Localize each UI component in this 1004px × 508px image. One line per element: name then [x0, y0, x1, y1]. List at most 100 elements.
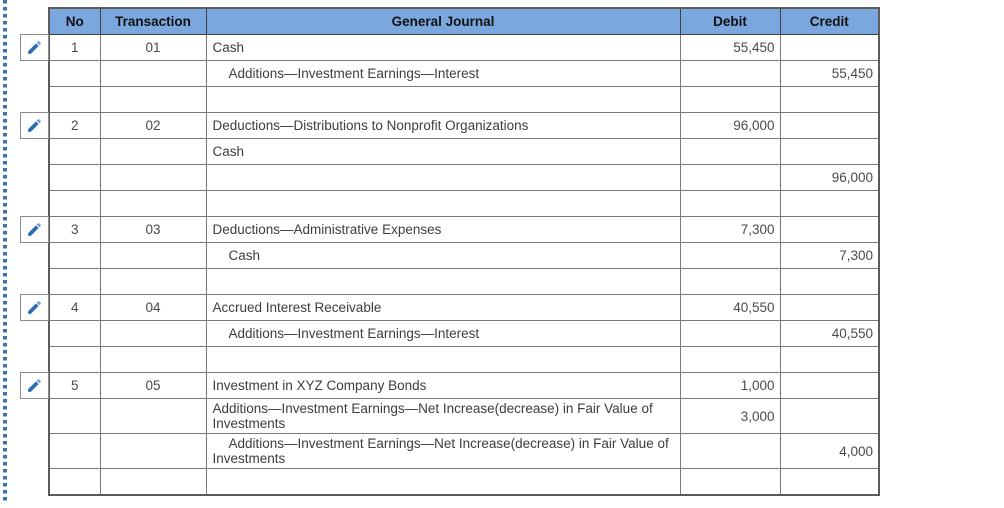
journal-table-body: 1 01 Cash 55,450 Additions—Investment Ea…: [48, 34, 880, 496]
cell-journal: [205, 164, 681, 191]
cell-credit: [779, 468, 880, 496]
cell-transaction: [99, 86, 207, 113]
cell-debit: [679, 433, 781, 469]
cell-debit: [679, 346, 781, 373]
cell-credit: 4,000: [779, 433, 880, 469]
cell-transaction: [99, 398, 207, 434]
cell-no: [48, 164, 101, 191]
cell-debit: 1,000: [679, 372, 781, 399]
table-row: Additions—Investment Earnings—Interest 4…: [48, 320, 880, 347]
table-row: Cash 7,300: [48, 242, 880, 269]
table-row: [48, 346, 880, 373]
cell-journal: Additions—Investment Earnings—Interest: [205, 320, 681, 347]
cell-debit: [679, 242, 781, 269]
cell-debit: [679, 268, 781, 295]
edit-transaction-button[interactable]: [20, 372, 49, 399]
cell-no: [48, 190, 101, 217]
cell-debit: 96,000: [679, 112, 781, 139]
column-header-transaction: Transaction: [99, 7, 207, 35]
cell-journal: Additions—Investment Earnings—Net Increa…: [205, 398, 681, 434]
cell-debit: [679, 164, 781, 191]
cell-no: 1: [48, 34, 101, 61]
cell-transaction: [99, 346, 207, 373]
column-header-no: No: [48, 7, 101, 35]
cell-credit: 7,300: [779, 242, 880, 269]
cell-credit: [779, 268, 880, 295]
cell-journal: Additions—Investment Earnings—Interest: [205, 60, 681, 87]
cell-debit: 40,550: [679, 294, 781, 321]
cell-credit: 55,450: [779, 60, 880, 87]
cell-journal: Accrued Interest Receivable: [205, 294, 681, 321]
cell-journal: [205, 268, 681, 295]
cell-debit: [679, 468, 781, 496]
pencil-icon: [28, 223, 41, 236]
cell-debit: [679, 190, 781, 217]
cell-credit: [779, 190, 880, 217]
cell-no: [48, 468, 101, 496]
cell-journal: [205, 190, 681, 217]
edit-transaction-button[interactable]: [20, 294, 49, 321]
cell-credit: [779, 372, 880, 399]
dotted-border: [3, 0, 7, 504]
cell-journal: Cash: [205, 138, 681, 165]
cell-transaction: [99, 320, 207, 347]
edit-transaction-button[interactable]: [20, 216, 49, 243]
table-row: 96,000: [48, 164, 880, 191]
cell-transaction: [99, 190, 207, 217]
cell-transaction: [99, 433, 207, 469]
cell-no: 3: [48, 216, 101, 243]
cell-no: 2: [48, 112, 101, 139]
cell-debit: 7,300: [679, 216, 781, 243]
cell-journal: Cash: [205, 242, 681, 269]
cell-transaction: 01: [99, 34, 207, 61]
cell-credit: 96,000: [779, 164, 880, 191]
cell-credit: [779, 86, 880, 113]
cell-no: [48, 242, 101, 269]
cell-no: 5: [48, 372, 101, 399]
cell-credit: 40,550: [779, 320, 880, 347]
cell-no: [48, 138, 101, 165]
column-header-credit: Credit: [779, 7, 880, 35]
cell-no: [48, 398, 101, 434]
column-header-general-journal: General Journal: [205, 7, 681, 35]
table-row: 5 05 Investment in XYZ Company Bonds 1,0…: [48, 372, 880, 399]
table-row: Cash: [48, 138, 880, 165]
cell-transaction: 04: [99, 294, 207, 321]
cell-no: [48, 346, 101, 373]
cell-journal: Deductions—Administrative Expenses: [205, 216, 681, 243]
cell-credit: [779, 34, 880, 61]
cell-credit: [779, 346, 880, 373]
cell-journal: [205, 468, 681, 496]
pencil-icon: [28, 41, 41, 54]
table-row: 2 02 Deductions—Distributions to Nonprof…: [48, 112, 880, 139]
edit-transaction-button[interactable]: [20, 112, 49, 139]
cell-no: [48, 60, 101, 87]
cell-debit: 55,450: [679, 34, 781, 61]
cell-no: [48, 86, 101, 113]
cell-debit: 3,000: [679, 398, 781, 434]
cell-credit: [779, 216, 880, 243]
cell-transaction: 02: [99, 112, 207, 139]
table-row: [48, 468, 880, 496]
pencil-icon: [28, 301, 41, 314]
table-row: 3 03 Deductions—Administrative Expenses …: [48, 216, 880, 243]
cell-no: 4: [48, 294, 101, 321]
cell-credit: [779, 138, 880, 165]
table-row: Additions—Investment Earnings—Net Increa…: [48, 398, 880, 434]
table-row: [48, 268, 880, 295]
cell-journal: Cash: [205, 34, 681, 61]
table-row: [48, 190, 880, 217]
cell-journal: Additions—Investment Earnings—Net Increa…: [205, 433, 681, 469]
cell-transaction: [99, 242, 207, 269]
cell-transaction: [99, 164, 207, 191]
edit-transaction-button[interactable]: [20, 34, 49, 61]
cell-no: [48, 320, 101, 347]
table-row: Additions—Investment Earnings—Interest 5…: [48, 60, 880, 87]
cell-credit: [779, 112, 880, 139]
cell-journal: [205, 86, 681, 113]
cell-journal: [205, 346, 681, 373]
header-row: No Transaction General Journal Debit Cre…: [48, 7, 880, 35]
cell-credit: [779, 294, 880, 321]
cell-no: [48, 433, 101, 469]
cell-transaction: [99, 60, 207, 87]
